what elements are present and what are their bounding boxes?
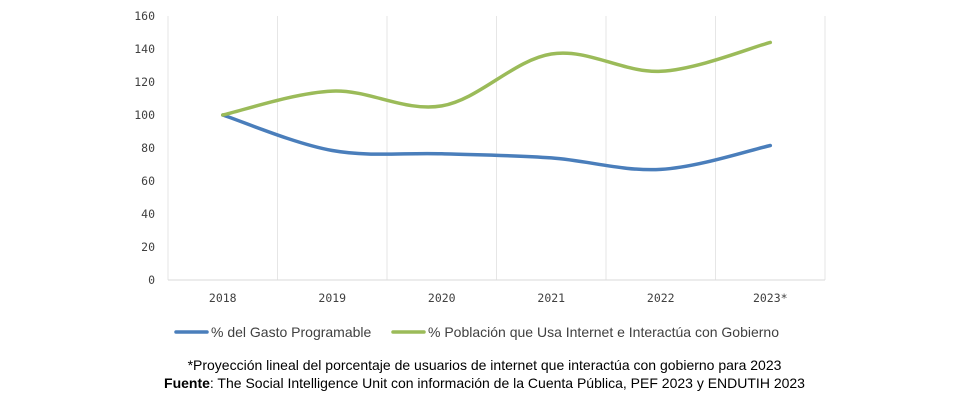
projection-footnote: *Proyección lineal del porcentaje de usu… — [187, 357, 782, 373]
x-tick-label: 2018 — [209, 291, 237, 305]
legend-label-2: % Población que Usa Internet e Interactú… — [428, 324, 779, 340]
y-tick-label: 80 — [141, 141, 155, 155]
y-tick-label: 20 — [141, 240, 155, 254]
source-text: : The Social Intelligence Unit con infor… — [209, 375, 805, 391]
x-tick-label: 2020 — [428, 291, 456, 305]
y-tick-label: 160 — [134, 9, 155, 23]
x-tick-label: 2019 — [318, 291, 346, 305]
x-axis-tick-labels: 2018 2019 2020 2021 2022 2023* — [209, 291, 788, 305]
y-tick-label: 0 — [148, 273, 155, 287]
x-tick-label: 2023* — [753, 291, 788, 305]
source-label: Fuente — [164, 375, 210, 391]
y-axis-tick-labels: 0 20 40 60 80 100 120 140 160 — [134, 9, 155, 287]
y-tick-label: 60 — [141, 174, 155, 188]
legend: % del Gasto Programable % Población que U… — [174, 324, 779, 340]
y-tick-label: 100 — [134, 108, 155, 122]
source-footnote: Fuente: The Social Intelligence Unit con… — [0, 375, 969, 391]
series-line-1 — [221, 113, 773, 172]
legend-label-1: % del Gasto Programable — [211, 324, 372, 340]
series-lines — [221, 40, 773, 172]
x-tick-label: 2021 — [537, 291, 565, 305]
y-tick-label: 120 — [134, 75, 155, 89]
y-tick-label: 140 — [134, 42, 155, 56]
x-tick-label: 2022 — [647, 291, 675, 305]
y-tick-label: 40 — [141, 207, 155, 221]
series-line-2 — [221, 40, 773, 117]
